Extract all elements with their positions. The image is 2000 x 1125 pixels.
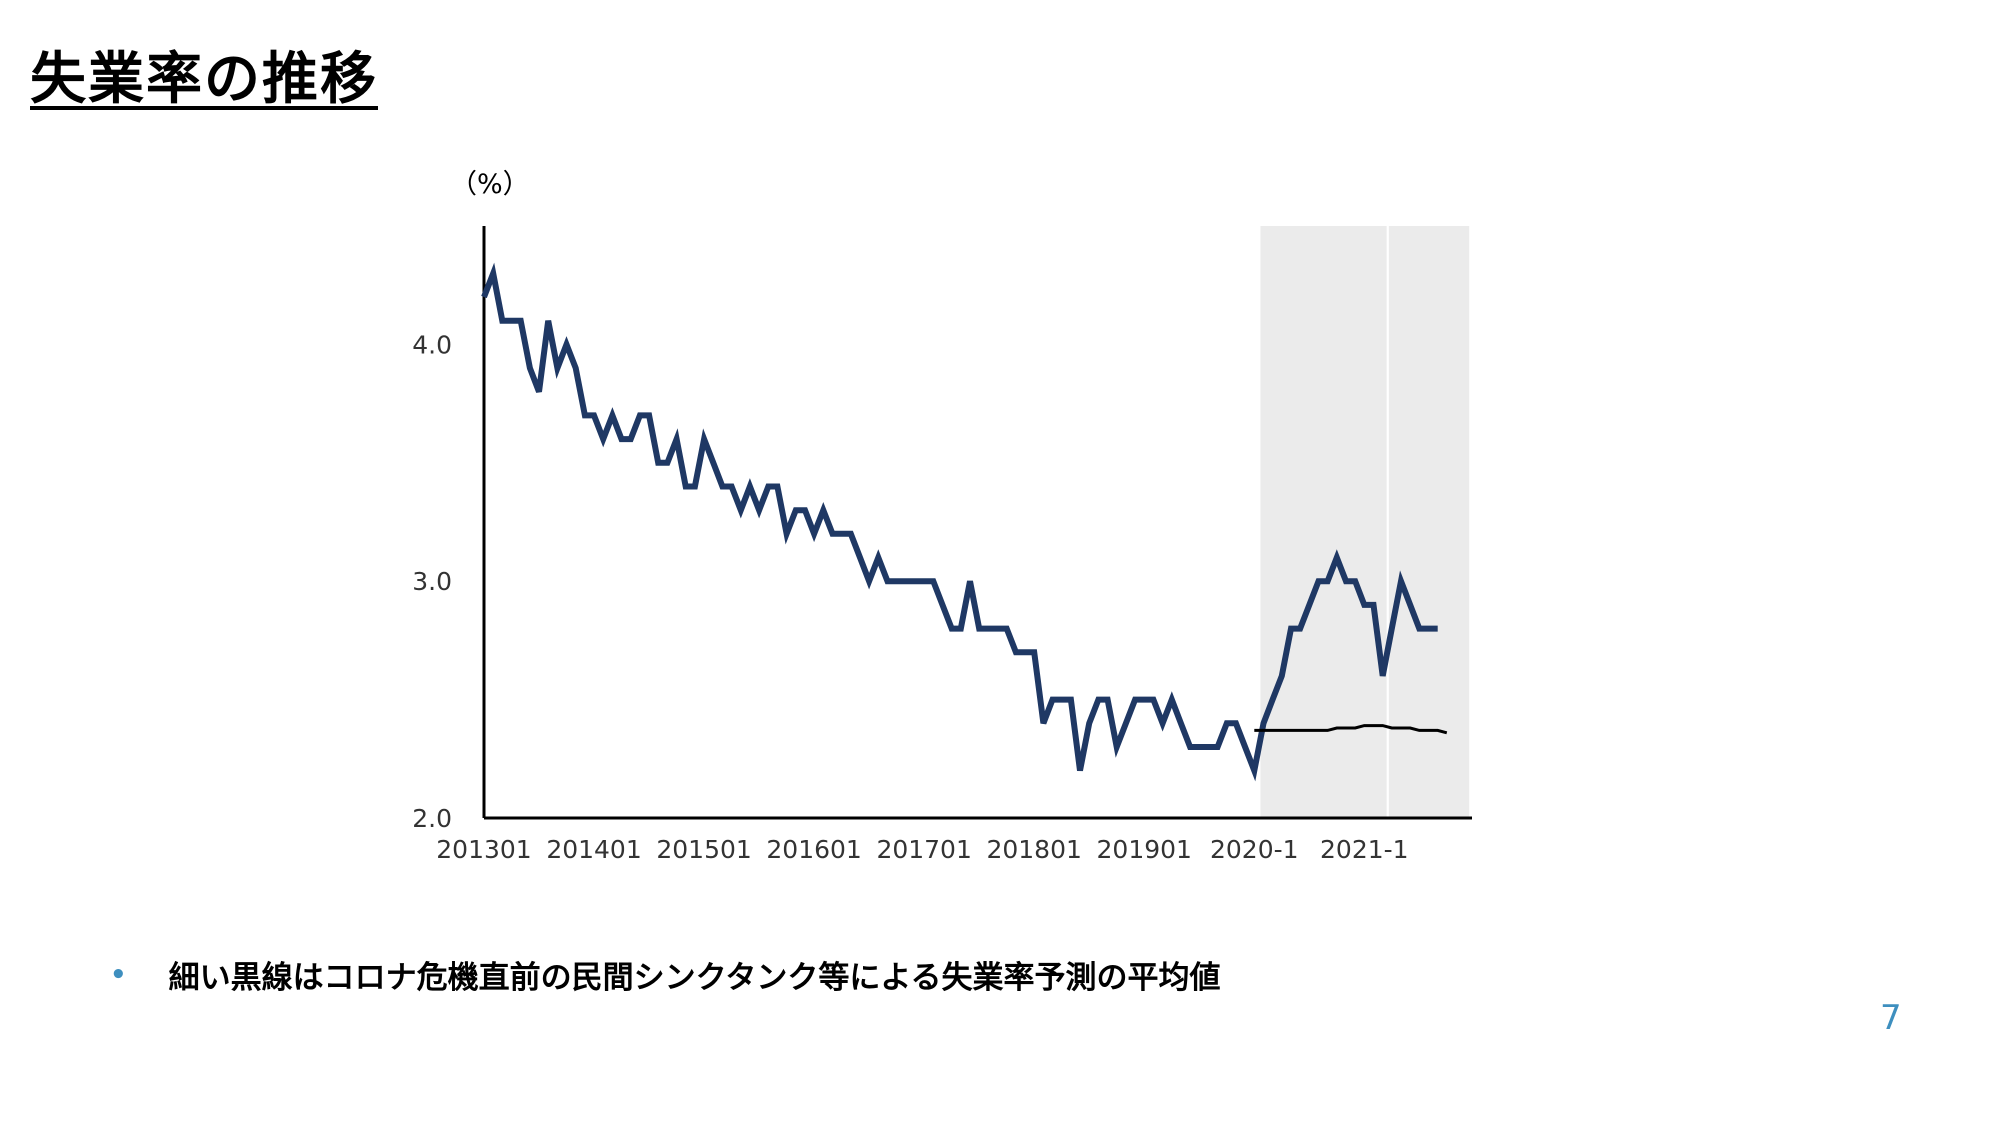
x-tick-label: 2020-1 <box>1210 835 1299 864</box>
series-actual-line <box>481 262 1438 782</box>
x-tick-label: 201801 <box>986 835 1081 864</box>
x-tick-label: 201601 <box>766 835 861 864</box>
shaded-period-1 <box>1260 226 1387 818</box>
y-tick-label: 4.0 <box>412 330 452 359</box>
x-tick-label: 201301 <box>436 835 531 864</box>
y-tick-label: 2.0 <box>412 804 452 833</box>
x-tick-label: 201501 <box>656 835 751 864</box>
footnote-text: 細い黒線はコロナ危機直前の民間シンクタンク等による失業率予測の平均値 <box>168 960 1221 996</box>
slide-title: 失業率の推移 <box>30 47 378 112</box>
x-tick-label: 2021-1 <box>1320 835 1409 864</box>
y-axis-unit: （%） <box>450 169 530 200</box>
bullet-icon: • <box>110 959 127 990</box>
y-tick-label: 3.0 <box>412 567 452 596</box>
page-number: 7 <box>1880 998 1902 1038</box>
series-forecast-line <box>1254 724 1448 735</box>
footnote: • 細い黒線はコロナ危機直前の民間シンクタンク等による失業率予測の平均値 <box>110 952 1220 997</box>
x-tick-label: 201401 <box>546 835 641 864</box>
x-tick-label: 201701 <box>876 835 971 864</box>
shaded-period-2 <box>1388 226 1470 818</box>
x-tick-label: 201901 <box>1097 835 1192 864</box>
